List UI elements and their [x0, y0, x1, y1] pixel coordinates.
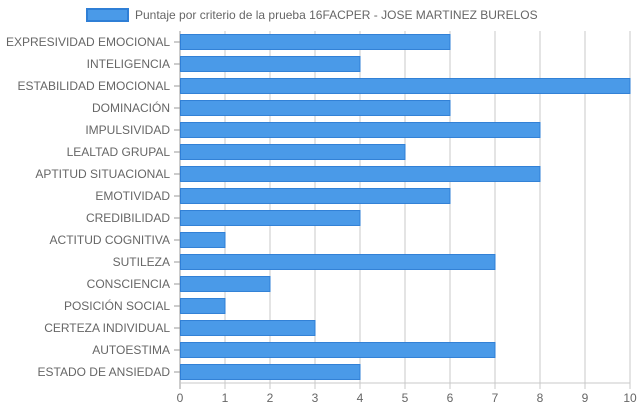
bar[interactable] — [180, 188, 451, 204]
category-label: IMPULSIVIDAD — [85, 123, 170, 137]
category-label: EXPRESIVIDAD EMOCIONAL — [6, 35, 170, 49]
category-label: CREDIBILIDAD — [86, 211, 170, 225]
category-label: AUTOESTIMA — [92, 343, 170, 357]
legend-label: Puntaje por criterio de la prueba 16FACP… — [135, 8, 538, 22]
legend[interactable]: Puntaje por criterio de la prueba 16FACP… — [86, 8, 538, 22]
x-tick-label: 5 — [402, 391, 409, 405]
x-tick-label: 9 — [582, 391, 589, 405]
category-label: ESTADO DE ANSIEDAD — [38, 365, 171, 379]
x-tick-label: 1 — [222, 391, 229, 405]
category-labels: EXPRESIVIDAD EMOCIONAL INTELIGENCIA ESTABI… — [6, 35, 180, 379]
category-label: ACTITUD COGNITIVA — [50, 233, 170, 247]
x-tick-label: 2 — [267, 391, 274, 405]
category-label: ESTABILIDAD EMOCIONAL — [18, 79, 171, 93]
x-tick-labels: 0 1 2 3 4 5 6 7 8 9 10 — [177, 391, 637, 405]
x-tick-label: 4 — [357, 391, 364, 405]
x-tick-label: 3 — [312, 391, 319, 405]
bar[interactable] — [180, 34, 451, 50]
bar[interactable] — [180, 364, 361, 380]
category-label: CERTEZA INDIVIDUAL — [44, 321, 170, 335]
category-label: INTELIGENCIA — [87, 57, 170, 71]
bar[interactable] — [180, 78, 631, 94]
category-label: CONSCIENCIA — [87, 277, 170, 291]
bar[interactable] — [180, 56, 361, 72]
bar[interactable] — [180, 100, 451, 116]
x-tick-label: 8 — [537, 391, 544, 405]
bar[interactable] — [180, 166, 541, 182]
x-tick-label: 0 — [177, 391, 184, 405]
category-label: LEALTAD GRUPAL — [67, 145, 171, 159]
bar[interactable] — [180, 320, 316, 336]
bar[interactable] — [180, 232, 226, 248]
category-label: POSICIÓN SOCIAL — [64, 298, 170, 313]
bar[interactable] — [180, 210, 361, 226]
category-label: EMOTIVIDAD — [95, 189, 170, 203]
category-label: DOMINACIÓN — [92, 100, 170, 115]
bar[interactable] — [180, 276, 271, 292]
bar[interactable] — [180, 298, 226, 314]
bar[interactable] — [180, 254, 496, 270]
bars — [180, 34, 631, 380]
bar[interactable] — [180, 144, 406, 160]
x-tick-label: 6 — [447, 391, 454, 405]
legend-swatch — [86, 8, 129, 22]
category-label: SUTILEZA — [113, 255, 170, 269]
x-tick-label: 7 — [492, 391, 499, 405]
x-tick-label: 10 — [623, 391, 637, 405]
bar[interactable] — [180, 122, 541, 138]
bar[interactable] — [180, 342, 496, 358]
category-label: APTITUD SITUACIONAL — [35, 167, 170, 181]
